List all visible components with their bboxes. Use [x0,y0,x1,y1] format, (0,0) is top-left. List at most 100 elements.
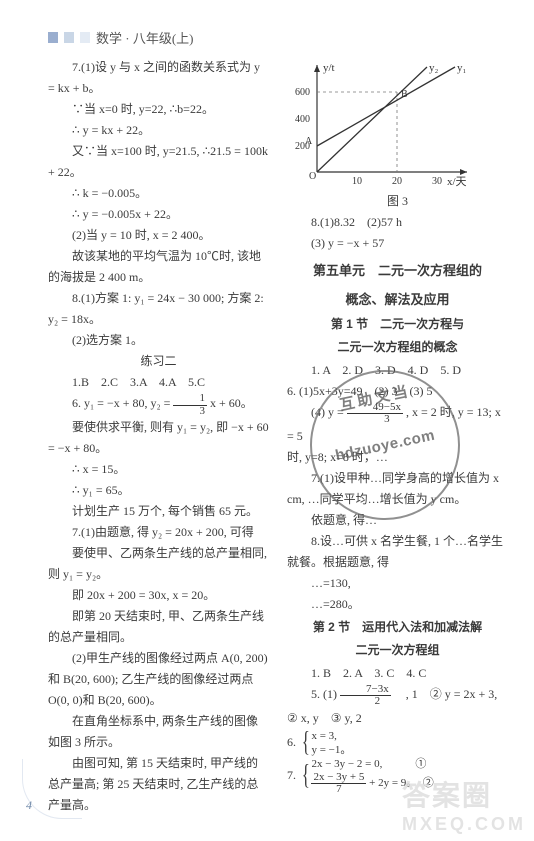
chart-svg: y/t x/天 O 200 400 600 10 20 30 y₂ [287,57,477,187]
watermark-line2: MXEQ.COM [402,814,526,835]
eq-line: x = 3, [311,730,336,742]
text: 依题意, 得… [287,510,508,531]
eq-line-2: 2x − 3y + 5 7 + 2y = 9。 ② [311,777,433,789]
text: ∴ y = −0.005x + 22。 [48,204,269,225]
text: (3) y = −x + 57 [287,233,508,254]
content-columns: 7.(1)设 y 与 x 之间的函数关系式为 y = kx + b。 ∵当 x=… [48,57,508,787]
line-y2-label: y₂ [429,62,439,74]
text: 故该某地的平均气温为 10℃时, 该地的海拔是 2 400 m。 [48,246,269,288]
text: 7.(1)设 y 与 x 之间的函数关系式为 y = kx + b。 [48,57,269,99]
text: 6. { x = 3, y = −1。 [287,729,508,758]
text: ∴ x = 15。 [48,459,269,480]
answer-line: 1. B 2. A 3. C 4. C [287,663,508,684]
frag: 5. (1) [311,687,340,701]
text: 5. (1) 7−3x 2 , 1 ② y = 2x + 3, [287,684,508,708]
point-b-label: B [401,89,408,100]
text: 要使供求平衡, 则有 y₁ = y₂, 即 −x + 60 = −x + 80。 [48,417,269,459]
frag: x + 60。 [210,396,253,410]
text: 计划生产 15 万个, 每个销售 65 元。 [48,501,269,522]
text: ∴ y = kx + 22。 [48,120,269,141]
text: ∴ y₁ = 65。 [48,480,269,501]
chart-caption: 图 3 [287,191,508,212]
x-axis-arrow [460,169,467,175]
line-y1 [317,67,455,146]
frag: , 1 ② y = 2x + 3, [394,687,498,701]
xtick: 20 [392,176,402,187]
text: 由图可知, 第 15 天结束时, 甲产线的总产量高; 第 25 天结束时, 乙生… [48,753,269,816]
header-accent-1 [48,32,58,43]
answer-line: 1.B 2.C 3.A 4.A 5.C [48,372,269,393]
text: (4) y = 49−5x 3 , x = 2 时, y = 13; x = 5 [287,402,508,447]
text: 7.(1)由题意, 得 y₂ = 20x + 200, 可得 [48,522,269,543]
text: 7.(1)设甲种…同学身高的增长值为 x cm, …同学平均…增长值为 y cm… [287,468,508,510]
line-y2 [317,67,427,172]
denominator: 3 [173,406,207,418]
text: 6. y₁ = −x + 80, y₂ = 1 3 x + 60。 [48,393,269,417]
section1-title-2: 二元一次方程组的概念 [287,337,508,358]
fraction: 1 3 [173,393,207,417]
frag: + 2y = 9。 ② [369,777,434,789]
left-brace-icon: { [302,768,310,785]
numerator: 7−3x [340,684,391,697]
denominator: 7 [311,784,366,796]
origin-label: O [309,171,316,182]
fraction: 2x − 3y + 5 7 [311,772,366,796]
header-accent-2 [64,32,74,43]
frag: (4) y = [311,405,347,419]
text: 8.(1)8.32 (2)57 h [287,212,508,233]
text: …=280。 [287,594,508,615]
eq-line: y = −1。 [311,744,351,756]
y-axis-label: y/t [323,62,335,74]
text: (2)甲生产线的图像经过两点 A(0, 200)和 B(20, 600); 乙生… [48,648,269,711]
eq-line: 2x − 3y − 2 = 0, ① [311,758,426,770]
xtick: 30 [432,176,442,187]
denominator: 3 [347,414,403,426]
text: …=130, [287,573,508,594]
chart-figure-3: y/t x/天 O 200 400 600 10 20 30 y₂ [287,57,477,187]
section2-title-1: 第 2 节 运用代入法和加减法解 [287,617,508,638]
page-root: 数学 · 八年级(上) 7.(1)设 y 与 x 之间的函数关系式为 y = k… [0,0,534,841]
fraction: 49−5x 3 [347,402,403,426]
answer-line: 6. (1)5x+3y=49 (2) 3 (3) 5 [287,381,508,402]
text: ∵当 x=0 时, y=22, ∴b=22。 [48,99,269,120]
equation-group: x = 3, y = −1。 [311,729,351,758]
numerator: 1 [173,393,207,406]
text: 在直角坐标系中, 两条生产线的图像如图 3 所示。 [48,711,269,753]
point-a-label: A [305,136,313,147]
text: ∴ k = −0.005。 [48,183,269,204]
text: 8.(1)方案 1: y₁ = 24x − 30 000; 方案 2: y₂ =… [48,288,269,330]
left-brace-icon: { [302,735,310,752]
frag: 7. [287,768,299,782]
unit5-title-1: 第五单元 二元一次方程组的 [287,260,508,283]
header-accent-3 [80,32,90,43]
page-number: 4 [26,798,32,813]
text: 8.设…可供 x 名学生餐, 1 个…名学生就餐。根据题意, 得 [287,531,508,573]
text: 要使甲、乙两条生产线的总产量相同, 则 y₁ = y₂。 [48,543,269,585]
line-y1-label: y₁ [457,62,467,74]
fraction: 7−3x 2 [340,684,391,708]
equation-group: 2x − 3y − 2 = 0, ① 2x − 3y + 5 7 + 2y = … [311,757,433,795]
text: (2)选方案 1。 [48,330,269,351]
page-header: 数学 · 八年级(上) [48,28,508,47]
text: 即第 20 天结束时, 甲、乙两条生产线的总产量相同。 [48,606,269,648]
xtick: 10 [352,176,362,187]
header-title: 数学 · 八年级(上) [96,28,194,47]
unit5-title-2: 概念、解法及应用 [287,289,508,312]
text: (2)当 y = 10 时, x = 2 400。 [48,225,269,246]
denominator: 2 [340,696,391,708]
frag: 6. [287,735,299,749]
text: 又∵当 x=100 时, y=21.5, ∴21.5 = 100k + 22。 [48,141,269,183]
section1-title-1: 第 1 节 二元一次方程与 [287,314,508,335]
frag: 6. y₁ = −x + 80, y₂ = [72,396,173,410]
exercise2-title: 练习二 [48,351,269,372]
text: ② x, y ③ y, 2 [287,708,508,729]
ytick: 600 [295,87,310,98]
right-column: y/t x/天 O 200 400 600 10 20 30 y₂ [287,57,508,787]
text: 时, y=8; x=8 时，… [287,447,508,468]
y-axis-arrow [314,65,320,72]
answer-line: 1. A 2. D 3. D 4. D 5. D [287,360,508,381]
numerator: 49−5x [347,402,403,415]
text: 7. { 2x − 3y − 2 = 0, ① 2x − 3y + 5 7 + … [287,757,508,795]
x-axis-label: x/天 [447,176,467,187]
section2-title-2: 二元一次方程组 [287,640,508,661]
